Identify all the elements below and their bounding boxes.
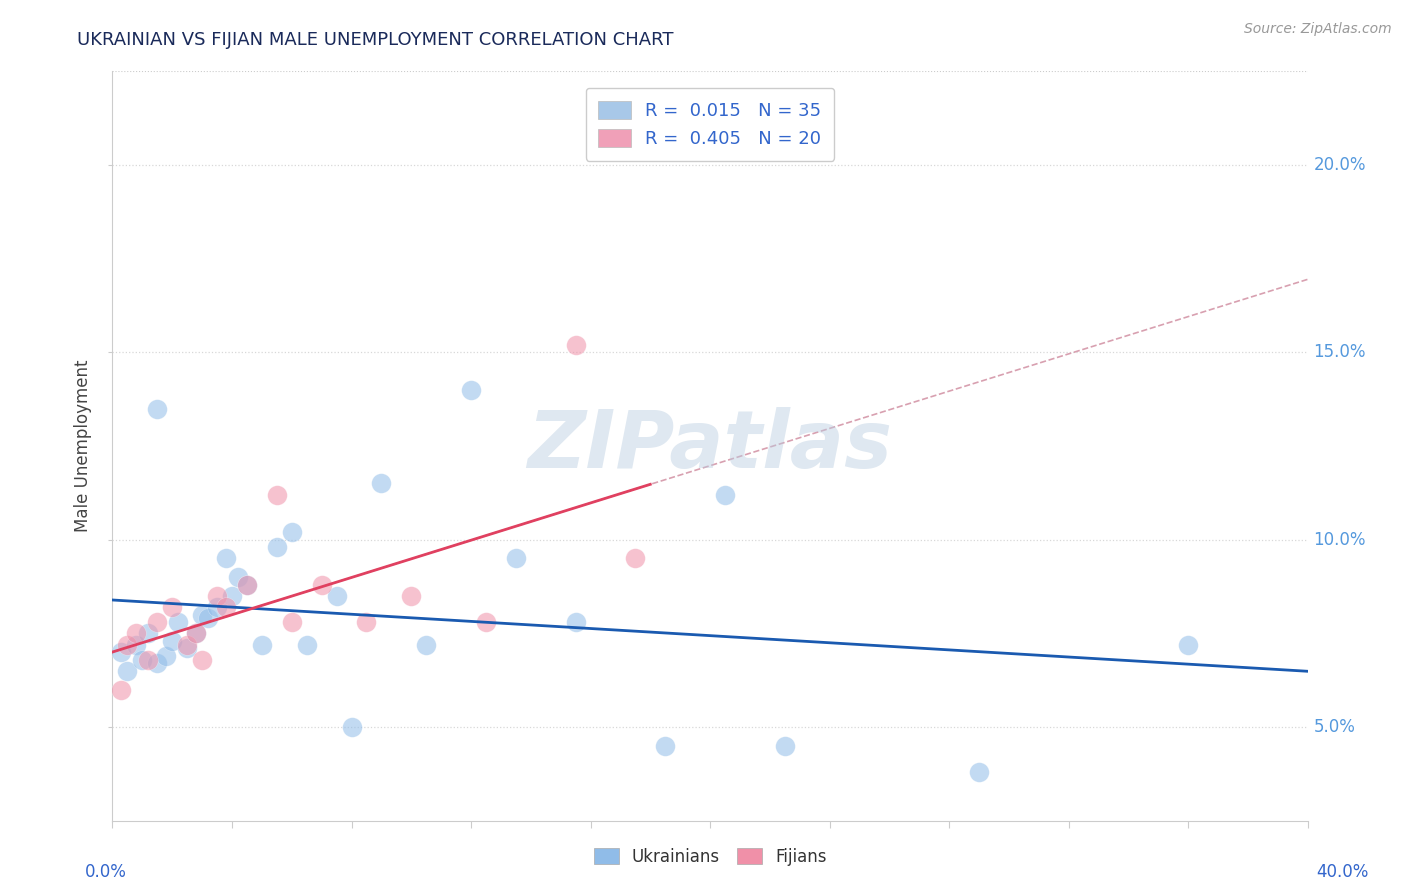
Text: ZIPatlas: ZIPatlas bbox=[527, 407, 893, 485]
Point bbox=[167, 615, 190, 629]
Point bbox=[281, 615, 304, 629]
Point bbox=[215, 600, 238, 615]
Point bbox=[1177, 638, 1199, 652]
Point bbox=[215, 551, 238, 566]
Point bbox=[415, 638, 437, 652]
Text: 15.0%: 15.0% bbox=[1313, 343, 1367, 361]
Point bbox=[176, 638, 198, 652]
Point bbox=[311, 577, 333, 591]
Point bbox=[205, 600, 228, 615]
Point bbox=[226, 570, 249, 584]
Point bbox=[197, 611, 219, 625]
Point bbox=[356, 615, 378, 629]
Point bbox=[370, 476, 392, 491]
Point bbox=[714, 488, 737, 502]
Point bbox=[401, 589, 423, 603]
Point bbox=[340, 720, 363, 734]
Text: 0.0%: 0.0% bbox=[84, 863, 127, 881]
Text: Source: ZipAtlas.com: Source: ZipAtlas.com bbox=[1244, 22, 1392, 37]
Point bbox=[138, 626, 160, 640]
Point bbox=[162, 600, 183, 615]
Point bbox=[162, 633, 183, 648]
Text: 5.0%: 5.0% bbox=[1313, 718, 1355, 736]
Point bbox=[236, 577, 259, 591]
Point bbox=[773, 739, 796, 753]
Point bbox=[117, 638, 139, 652]
Point bbox=[146, 657, 169, 671]
Text: 20.0%: 20.0% bbox=[1313, 156, 1367, 174]
Point bbox=[325, 589, 347, 603]
Point bbox=[138, 652, 160, 666]
Point bbox=[460, 383, 482, 397]
Point bbox=[281, 525, 304, 540]
Point bbox=[236, 577, 259, 591]
Point bbox=[295, 638, 318, 652]
Point bbox=[146, 401, 169, 416]
Point bbox=[146, 615, 169, 629]
Point bbox=[110, 682, 132, 697]
Point bbox=[176, 641, 198, 656]
Point bbox=[624, 551, 647, 566]
Legend: Ukrainians, Fijians: Ukrainians, Fijians bbox=[586, 841, 834, 872]
Point bbox=[125, 638, 148, 652]
Point bbox=[186, 626, 208, 640]
Point bbox=[186, 626, 208, 640]
Point bbox=[505, 551, 527, 566]
Text: UKRAINIAN VS FIJIAN MALE UNEMPLOYMENT CORRELATION CHART: UKRAINIAN VS FIJIAN MALE UNEMPLOYMENT CO… bbox=[77, 31, 673, 49]
Point bbox=[266, 488, 288, 502]
Point bbox=[131, 652, 153, 666]
Point bbox=[155, 648, 177, 663]
Point bbox=[191, 607, 214, 622]
Point bbox=[117, 664, 139, 678]
Point bbox=[564, 615, 586, 629]
Point bbox=[221, 589, 243, 603]
Point bbox=[125, 626, 148, 640]
Y-axis label: Male Unemployment: Male Unemployment bbox=[75, 359, 93, 533]
Point bbox=[564, 338, 586, 352]
Text: 40.0%: 40.0% bbox=[1316, 863, 1369, 881]
Point bbox=[250, 638, 273, 652]
Text: 10.0%: 10.0% bbox=[1313, 531, 1367, 549]
Point bbox=[266, 540, 288, 554]
Point bbox=[475, 615, 498, 629]
Point bbox=[967, 764, 990, 779]
Point bbox=[110, 645, 132, 659]
Point bbox=[654, 739, 676, 753]
Point bbox=[191, 652, 214, 666]
Point bbox=[205, 589, 228, 603]
